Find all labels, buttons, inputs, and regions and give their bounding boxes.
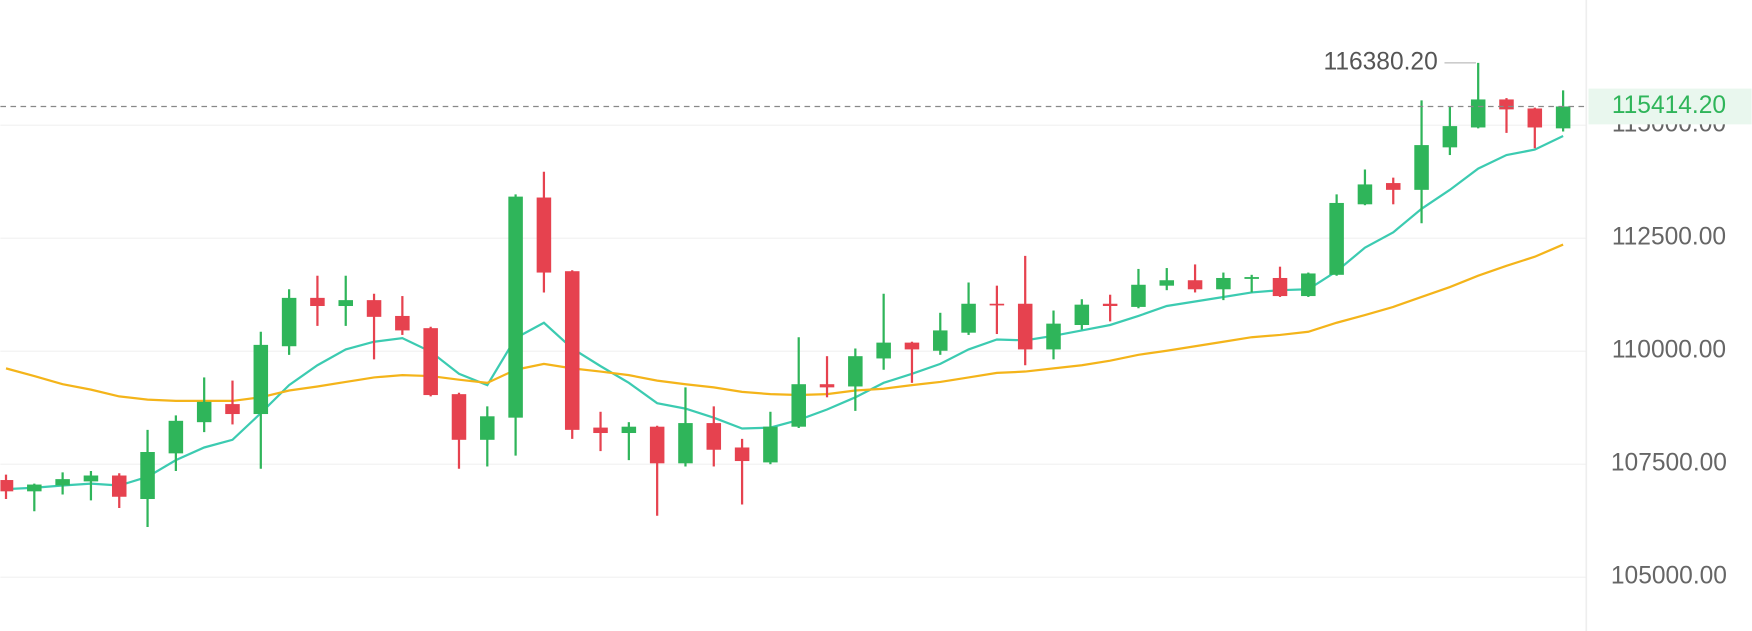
candle-body (1046, 323, 1061, 350)
candle-body (848, 356, 863, 387)
candle-body (1102, 303, 1118, 307)
candle-body (1329, 202, 1344, 275)
y-axis: 105000.00107500.00110000.00112500.001150… (1611, 111, 1727, 590)
candle-body (961, 303, 976, 333)
candle-body (1414, 145, 1429, 190)
candle-body (678, 423, 693, 464)
last-price-label: 115414.20 (1612, 92, 1726, 119)
candle-body (1131, 284, 1146, 307)
candle-body (1159, 280, 1175, 286)
candle-body (1301, 273, 1316, 297)
candle-body (876, 342, 891, 359)
candle-body (649, 426, 665, 464)
candle-body (1357, 184, 1373, 205)
last-price-tag (1588, 88, 1752, 125)
candle-body (0, 480, 14, 492)
candle-body (140, 452, 155, 500)
candle-body (366, 300, 382, 317)
candle-body (196, 401, 212, 423)
candle-body (904, 342, 920, 350)
candle-body (423, 328, 438, 396)
y-tick-label: 105000.00 (1611, 563, 1727, 590)
candle-body (83, 475, 99, 482)
candle-body (1385, 183, 1401, 190)
candle-body (253, 344, 269, 415)
candle-body (819, 384, 835, 388)
candle-body (451, 394, 467, 440)
candle-body (1187, 280, 1203, 290)
candle-body (168, 420, 184, 454)
candle-body (55, 479, 70, 486)
candle-body (593, 427, 608, 434)
candle-body (763, 426, 778, 463)
candle-body (1272, 277, 1288, 297)
candle-body (1074, 304, 1090, 325)
candle-body (564, 271, 580, 430)
candle-body (933, 330, 948, 351)
candle-body (1499, 99, 1514, 110)
candle-body (1244, 277, 1259, 279)
y-tick-label: 107500.00 (1611, 450, 1727, 477)
candle-body (1470, 99, 1486, 128)
candle-body (1527, 108, 1543, 128)
y-tick-label: 112500.00 (1612, 224, 1726, 251)
candle-body (480, 416, 495, 440)
candle-body (706, 423, 722, 450)
candle-body (621, 426, 637, 434)
candle-body (281, 297, 297, 347)
y-tick-label: 110000.00 (1612, 337, 1726, 364)
candle-body (734, 447, 750, 462)
candle-body (1017, 303, 1033, 350)
candle-body (310, 297, 325, 307)
candle-body (225, 404, 240, 415)
max-label: 116380.20 (1324, 48, 1438, 75)
candle-body (1216, 277, 1231, 290)
candle-body (111, 475, 127, 497)
candle-body (395, 315, 410, 331)
candle-body (27, 484, 42, 492)
candle-body (1555, 106, 1571, 129)
candle-body (536, 197, 552, 273)
grid (0, 124, 1587, 578)
candle-body (338, 300, 353, 307)
candle-body (989, 303, 1005, 306)
candle-body (1442, 126, 1458, 148)
annotations: 116380.20 115414.20 (0, 48, 1752, 125)
plot-area (0, 62, 1571, 528)
candle-body (791, 384, 806, 427)
moving-average-line (5, 135, 1564, 491)
candle-body (508, 196, 523, 418)
